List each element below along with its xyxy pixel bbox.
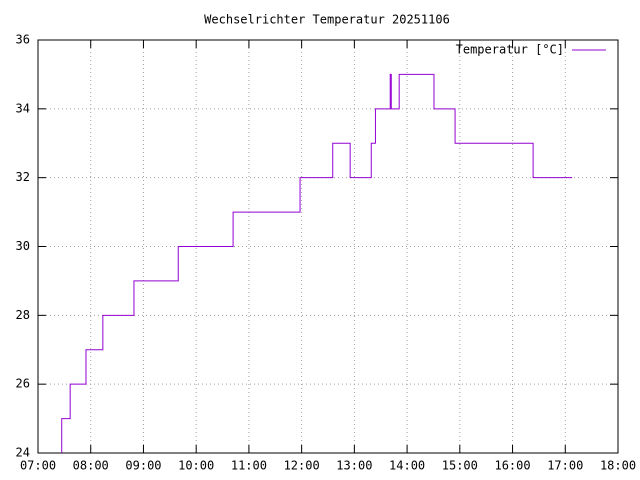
x-tick-label: 07:00 bbox=[20, 459, 56, 473]
x-tick-label: 15:00 bbox=[442, 459, 478, 473]
x-tick-label: 08:00 bbox=[73, 459, 109, 473]
x-tick-label: 13:00 bbox=[336, 459, 372, 473]
x-tick-label: 18:00 bbox=[600, 459, 636, 473]
y-tick-label: 30 bbox=[16, 239, 30, 253]
x-tick-label: 16:00 bbox=[494, 459, 530, 473]
x-tick-label: 12:00 bbox=[284, 459, 320, 473]
y-tick-label: 28 bbox=[16, 308, 30, 322]
data-line bbox=[61, 73, 573, 453]
chart-title: Wechselrichter Temperatur 20251106 bbox=[204, 13, 450, 27]
x-tick-label: 14:00 bbox=[389, 459, 425, 473]
y-tick-label: 34 bbox=[16, 101, 30, 115]
y-tick-label: 36 bbox=[16, 33, 30, 47]
x-tick-label: 17:00 bbox=[547, 459, 583, 473]
plot-frame bbox=[37, 39, 619, 454]
x-tick-label: 11:00 bbox=[231, 459, 267, 473]
x-tick-label: 09:00 bbox=[125, 459, 161, 473]
x-tick-label: 10:00 bbox=[178, 459, 214, 473]
y-tick-label: 26 bbox=[16, 377, 30, 391]
y-tick-label: 32 bbox=[16, 170, 30, 184]
y-tick-label: 24 bbox=[16, 446, 30, 460]
legend-label: Temperatur [°C] bbox=[456, 43, 564, 57]
